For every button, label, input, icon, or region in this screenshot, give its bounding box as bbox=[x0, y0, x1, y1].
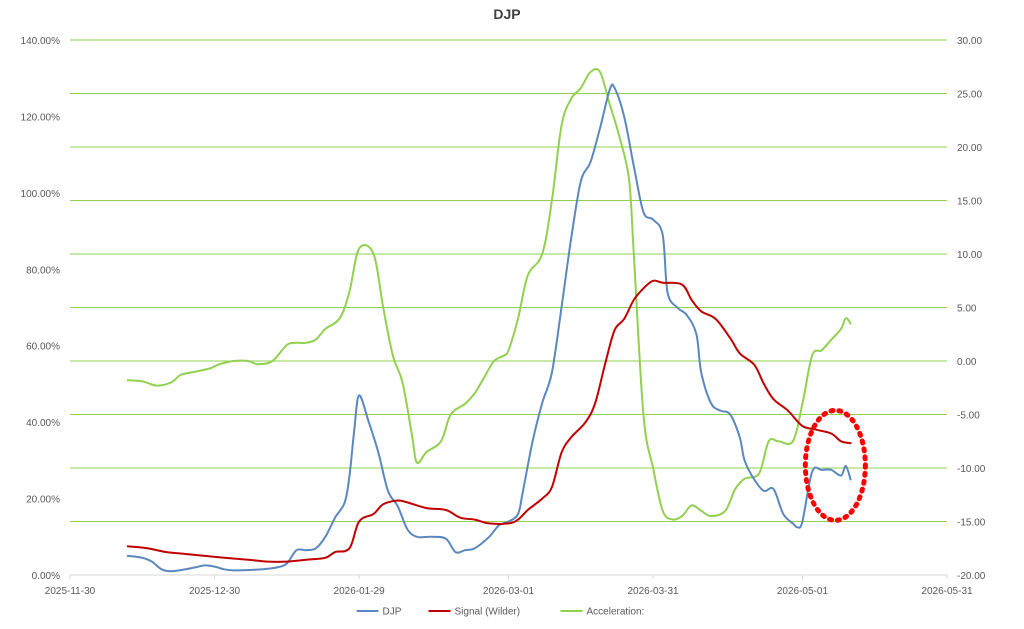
y-right-tick-label: -10.00 bbox=[957, 464, 986, 475]
series-line-signal-wilder bbox=[126, 279, 852, 563]
x-tick-label: 2025-11-30 bbox=[45, 586, 96, 597]
y-right-tick-label: 20.00 bbox=[957, 143, 982, 154]
legend: DJP Signal (Wilder) Acceleration: bbox=[356, 607, 645, 618]
series-line-acceleration bbox=[126, 68, 852, 521]
y-right-tick-label: -15.00 bbox=[957, 518, 986, 529]
y-left-tick-label: 60.00% bbox=[26, 342, 60, 353]
x-tick-label: 2026-01-29 bbox=[334, 586, 386, 597]
x-tick-label: 2026-05-31 bbox=[921, 586, 973, 597]
y-left-tick-label: 40.00% bbox=[26, 418, 60, 429]
legend-label: Acceleration: bbox=[587, 607, 645, 618]
y-right-tick-label: 0.00 bbox=[957, 357, 977, 368]
y-right-tick-label: 15.00 bbox=[957, 197, 982, 208]
y-right-tick-label: -5.00 bbox=[957, 411, 980, 422]
y-left-tick-label: 0.00% bbox=[32, 571, 60, 582]
x-tick-label: 2026-03-31 bbox=[627, 586, 679, 597]
y-left-tick-label: 20.00% bbox=[26, 495, 60, 506]
x-tick-label: 2026-03-01 bbox=[483, 586, 535, 597]
y-left-tick-label: 80.00% bbox=[26, 265, 60, 276]
right-y-axis: -20.00 -15.00 -10.00 -5.00 0.00 5.00 10.00 15.0… bbox=[957, 36, 986, 582]
annotation-ellipse bbox=[802, 407, 868, 523]
x-tick-label: 2025-12-30 bbox=[189, 586, 241, 597]
y-left-tick-label: 120.00% bbox=[21, 112, 61, 123]
y-right-tick-label: 5.00 bbox=[957, 304, 977, 315]
y-right-tick-label: 25.00 bbox=[957, 90, 982, 101]
series-line-djp bbox=[126, 83, 852, 573]
y-right-tick-label: 10.00 bbox=[957, 250, 982, 261]
y-left-tick-label: 140.00% bbox=[21, 36, 61, 47]
left-y-axis: 0.00% 20.00% 40.00% 60.00% 80.00% 100.00% 120.… bbox=[21, 36, 61, 582]
y-right-tick-label: -20.00 bbox=[957, 571, 986, 582]
legend-label: Signal (Wilder) bbox=[455, 607, 521, 618]
x-axis: 2025-11-30 2025-12-30 2026-01-29 2026-03-01… bbox=[45, 575, 973, 597]
x-tick-label: 2026-05-01 bbox=[777, 586, 829, 597]
y-left-tick-label: 100.00% bbox=[21, 189, 61, 200]
chart-title: DJP bbox=[493, 6, 520, 22]
series-layer bbox=[126, 68, 852, 573]
gridlines bbox=[70, 39, 947, 576]
annotation-layer bbox=[802, 407, 868, 523]
y-right-tick-label: 30.00 bbox=[957, 36, 982, 47]
legend-label: DJP bbox=[383, 607, 402, 618]
